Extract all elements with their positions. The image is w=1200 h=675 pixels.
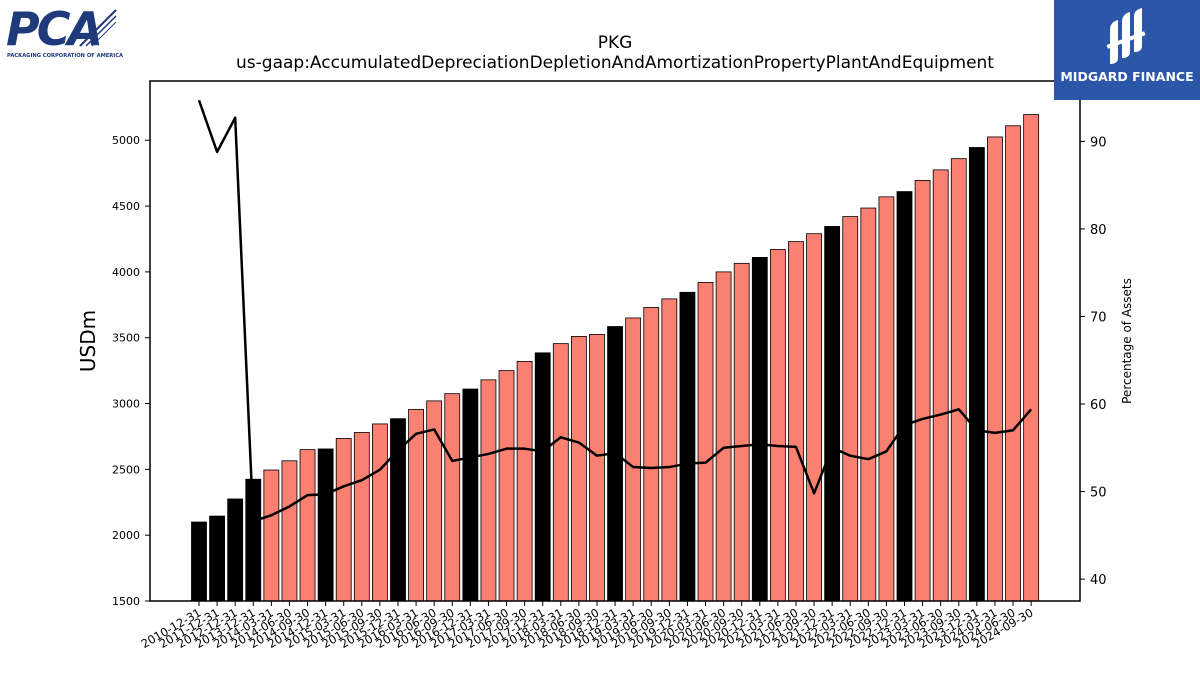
bar-2018-12-31 [607, 326, 623, 602]
bar-2012-12-31 [227, 498, 244, 602]
y-tick-label: 5000 [112, 134, 140, 147]
x-tick-labels: 2010-12-312011-12-312012-12-312013-12-31… [139, 605, 1036, 651]
bar-2021-12-31 [824, 226, 841, 602]
y2-tick-label: 60 [1090, 398, 1107, 413]
bar-2018-06-30 [570, 335, 587, 602]
bar-2011-12-31 [209, 515, 225, 602]
chart-subtitle: us-gaap:AccumulatedDepreciationDepletion… [236, 53, 994, 73]
bar-2014-12-31 [317, 448, 334, 602]
bar-2024-09-30 [1023, 114, 1040, 602]
bar-2015-03-31 [335, 438, 352, 602]
bar-2016-09-30 [444, 393, 461, 602]
bar-2019-12-31 [679, 291, 696, 602]
pca-logo: PCA PACKAGING CORPORATION OF AMERICA [6, 6, 123, 64]
y-tick-label: 2000 [112, 529, 140, 542]
bar-2014-03-31 [263, 469, 280, 602]
bar-2021-09-30 [806, 233, 822, 602]
midgard-emblem-icon [1106, 8, 1146, 64]
line-layer [197, 99, 1033, 523]
pca-logo-subtitle: PACKAGING CORPORATION OF AMERICA [7, 53, 124, 59]
bar-2015-09-30 [371, 423, 388, 602]
midgard-finance-logo: MIDGARD FINANCE [1054, 0, 1200, 100]
percentage-line [197, 99, 1033, 523]
bar-2017-09-30 [516, 361, 533, 602]
bar-2010-12-31 [191, 521, 207, 602]
bar-2018-03-31 [552, 343, 569, 602]
y2-tick-label: 50 [1090, 486, 1107, 501]
bar-2020-09-30 [733, 262, 750, 602]
pca-swoosh-icon [79, 9, 117, 47]
bars-layer [191, 114, 1040, 602]
bar-2022-03-31 [842, 216, 859, 602]
y2-tick-label: 40 [1090, 573, 1107, 588]
y-tick-label: 4500 [112, 200, 140, 213]
y2-tick-label: 90 [1090, 135, 1107, 150]
midgard-logo-text: MIDGARD FINANCE [1060, 69, 1194, 84]
bar-2022-12-31 [896, 191, 913, 602]
bar-2024-06-30 [1005, 125, 1021, 602]
bar-2015-06-30 [353, 432, 370, 602]
y-tick-label: 3000 [112, 398, 140, 411]
bar-2021-06-30 [788, 241, 804, 602]
axes-layer: 1500 2000 2500 3000 3500 4000 4500 5000 40 50 60 70… [112, 80, 1107, 608]
chart-title: PKG [598, 33, 633, 53]
y2-tick-label: 80 [1090, 223, 1107, 238]
y-tick-label: 1500 [112, 595, 140, 608]
bar-2023-06-30 [932, 169, 949, 602]
bar-2023-09-30 [950, 158, 967, 602]
bar-2017-12-31 [534, 352, 551, 602]
bar-2022-06-30 [860, 207, 877, 602]
y-tick-label: 4000 [112, 266, 140, 279]
bar-2020-12-31 [751, 257, 768, 602]
bar-2016-12-31 [462, 388, 479, 602]
y2-axis-label: Percentage of Assets [1120, 278, 1134, 404]
bar-2019-03-31 [625, 317, 642, 602]
bar-2020-03-31 [697, 282, 714, 602]
bar-2014-09-30 [299, 449, 316, 602]
bar-2014-06-30 [281, 460, 298, 602]
bar-2017-06-30 [498, 370, 515, 602]
y-tick-label: 2500 [112, 463, 140, 476]
bar-2019-09-30 [661, 298, 678, 602]
bar-2021-03-31 [769, 249, 786, 602]
bar-2019-06-30 [643, 307, 660, 602]
bar-2024-03-31 [987, 136, 1003, 602]
bar-2020-06-30 [715, 271, 732, 602]
y-axis-label: USDm [76, 310, 100, 372]
bar-2023-03-31 [914, 179, 931, 602]
bar-2022-09-30 [878, 196, 895, 602]
y-tick-label: 3500 [112, 332, 140, 345]
y2-tick-label: 70 [1090, 310, 1107, 325]
bar-2017-03-31 [480, 379, 497, 602]
bar-2023-12-31 [968, 147, 985, 602]
bar-2018-09-30 [589, 334, 605, 602]
